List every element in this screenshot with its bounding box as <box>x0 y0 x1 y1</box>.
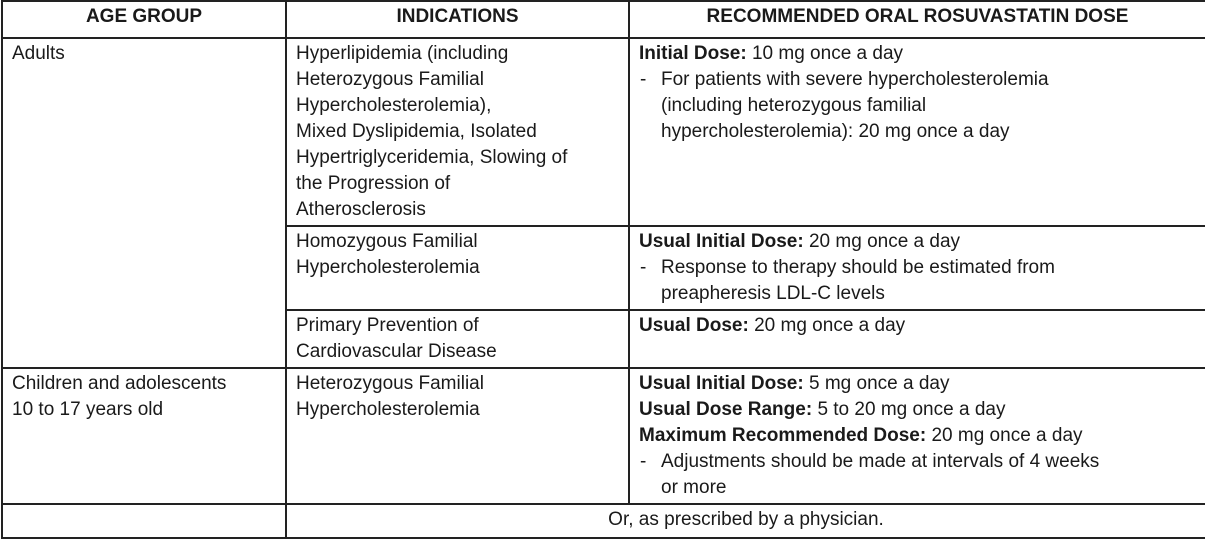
indication-cell: Homozygous Familial Hypercholesterolemia <box>285 225 630 311</box>
dose-line: Initial Dose: 10 mg once a day <box>639 41 1196 67</box>
note: - For patients with severe hypercholester… <box>639 67 1196 145</box>
indication-cell: Primary Prevention of Cardiovascular Dise… <box>285 309 630 369</box>
dose-label: Maximum Recommended Dose: <box>639 425 927 446</box>
text-line: Homozygous Familial <box>296 231 478 252</box>
dose-label: Initial Dose: <box>639 43 747 64</box>
header-cell: AGE GROUP <box>1 0 287 39</box>
age-group-cell: Children and adolescents 10 to 17 years o… <box>1 367 287 505</box>
dose-cell: Usual Dose: 20 mg once a day <box>628 309 1205 369</box>
text-line: the Progression of <box>296 173 451 194</box>
text-line: Hypercholesterolemia), <box>296 95 492 116</box>
dose-line: Usual Dose Range: 5 to 20 mg once a day <box>639 397 1196 423</box>
dose-label: Usual Initial Dose: <box>639 231 804 252</box>
note-marker: - <box>640 451 647 472</box>
note-text: For patients with severe hypercholestero… <box>661 67 1049 145</box>
note-marker: - <box>640 69 647 90</box>
dose-line: Usual Initial Dose: 20 mg once a day <box>639 229 1196 255</box>
text-line: Primary Prevention of <box>296 315 479 336</box>
header-cell: RECOMMENDED ORAL ROSUVASTATIN DOSE <box>628 0 1205 39</box>
text-line: preapheresis LDL-C levels <box>661 283 885 304</box>
text-line: Cardiovascular Disease <box>296 341 497 362</box>
note-marker: - <box>640 257 647 278</box>
text-line: Adults <box>12 43 65 64</box>
age-group-cell: Adults <box>1 37 287 369</box>
dose-line: Usual Initial Dose: 5 mg once a day <box>639 371 1196 397</box>
indication-cell: Heterozygous Familial Hypercholesterolemi… <box>285 367 630 505</box>
text-line: (including heterozygous familial <box>661 95 927 116</box>
dose-line: Maximum Recommended Dose: 20 mg once a d… <box>639 423 1196 449</box>
header-row: AGE GROUP INDICATIONS RECOMMENDED ORAL ROS… <box>1 0 1205 39</box>
dose-cell: Usual Initial Dose: 5 mg once a day Usual… <box>628 367 1205 505</box>
dose-line: Usual Dose: 20 mg once a day <box>639 313 1196 339</box>
note-text: Adjustments should be made at intervals … <box>661 449 1099 501</box>
note: - Response to therapy should be estimated… <box>639 255 1196 307</box>
text-line: Hypercholesterolemia <box>296 399 480 420</box>
text-line: Hypercholesterolemia <box>296 257 480 278</box>
dose-text: 5 to 20 mg once a day <box>817 399 1006 420</box>
text-line: Heterozygous Familial <box>296 69 484 90</box>
table-row: Homozygous Familial Hypercholesterolemia U… <box>2 225 1205 311</box>
dose-text: 10 mg once a day <box>751 43 904 64</box>
dose-label: Usual Dose: <box>639 315 749 336</box>
text-line: 10 to 17 years old <box>12 399 164 420</box>
note-text: Response to therapy should be estimated … <box>661 255 1055 307</box>
text-line: Adjustments should be made at intervals … <box>661 451 1100 472</box>
empty-cell <box>1 503 287 539</box>
text-line: Hyperlipidemia (including <box>296 43 509 64</box>
text-line: or more <box>661 477 727 498</box>
table-row: Adults Hyperlipidemia (including Heterozyg… <box>1 37 1205 369</box>
footer-cell: Or, as prescribed by a physician. <box>285 503 1205 539</box>
dose-cell: Usual Initial Dose: 20 mg once a day - Res… <box>628 225 1205 311</box>
dose-cell: Initial Dose: 10 mg once a day - For patie… <box>628 37 1205 227</box>
dose-label: Usual Dose Range: <box>639 399 813 420</box>
dose-text: 20 mg once a day <box>808 231 961 252</box>
header-cell: INDICATIONS <box>285 0 630 39</box>
text-line: Mixed Dyslipidemia, Isolated <box>296 121 537 142</box>
indication-cell: Hyperlipidemia (including Heterozygous Fa… <box>285 37 630 227</box>
dose-text: 5 mg once a day <box>808 373 950 394</box>
text-line: Children and adolescents <box>12 373 227 394</box>
text-line: For patients with severe hypercholestero… <box>661 69 1049 90</box>
text-line: Response to therapy should be estimated … <box>661 257 1055 278</box>
text-line: Hypertriglyceridemia, Slowing of <box>296 147 568 168</box>
table-row: Primary Prevention of Cardiovascular Dise… <box>2 309 1205 369</box>
text-line: Atherosclerosis <box>296 199 426 220</box>
text-line: hypercholesterolemia): 20 mg once a day <box>661 121 1010 142</box>
table-row: Children and adolescents 10 to 17 years o… <box>1 367 1205 505</box>
dose-text: 20 mg once a day <box>931 425 1083 446</box>
note: - Adjustments should be made at intervals… <box>639 449 1196 501</box>
dose-text: 20 mg once a day <box>754 315 906 336</box>
footer-row: Or, as prescribed by a physician. <box>1 503 1205 539</box>
dose-label: Usual Initial Dose: <box>639 373 804 394</box>
text-line: Heterozygous Familial <box>296 373 484 394</box>
